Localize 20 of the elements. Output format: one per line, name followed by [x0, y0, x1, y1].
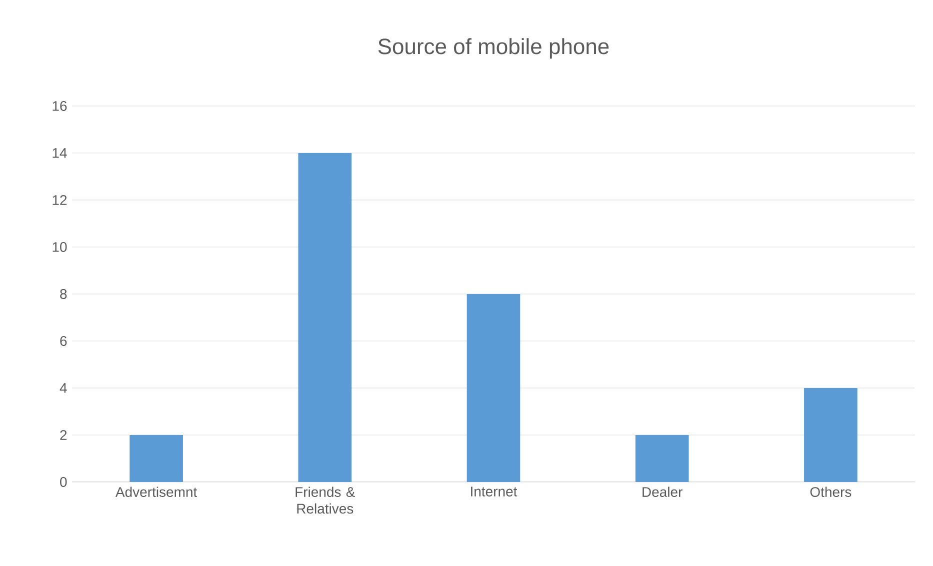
x-tick-label: Friends & Relatives: [296, 486, 356, 514]
y-tick-label: 10: [52, 242, 67, 252]
y-tick-label: 4: [60, 383, 67, 393]
y-tick-label: 12: [52, 195, 67, 205]
x-tick-label: Others: [810, 486, 852, 497]
y-tick-label: 6: [60, 336, 67, 346]
bar: [466, 294, 520, 482]
bar: [130, 434, 183, 482]
y-tick-label: 8: [60, 289, 67, 299]
x-tick-label: Dealer: [642, 486, 682, 497]
y-tick-label: 2: [60, 430, 67, 440]
chart-title: Source of mobile phone: [378, 38, 609, 59]
y-tick-label: 0: [60, 477, 67, 487]
y-tick-label: 16: [52, 101, 67, 111]
bar: [804, 388, 858, 482]
bar: [298, 152, 352, 482]
bar: [635, 434, 689, 482]
y-tick-label: 14: [52, 148, 67, 158]
x-tick-label: Advertisemnt: [115, 486, 198, 497]
x-tick-label: Internet: [471, 486, 518, 496]
